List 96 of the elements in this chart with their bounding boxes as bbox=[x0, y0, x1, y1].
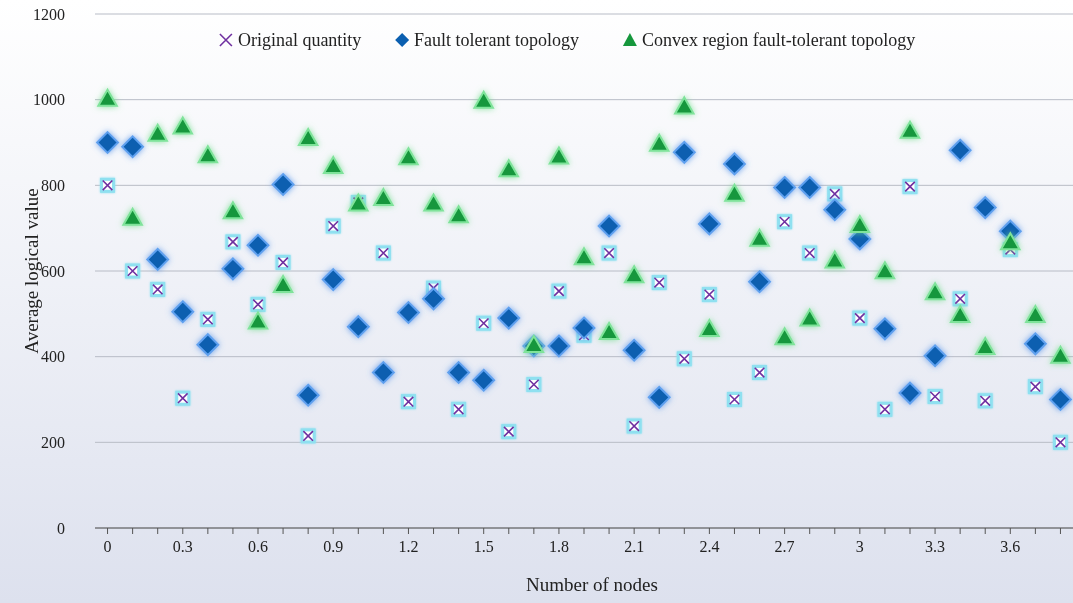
point bbox=[723, 152, 746, 176]
x-tick-label: 0 bbox=[103, 538, 112, 555]
x-tick-label: 3 bbox=[855, 538, 864, 555]
x-tick-label: 1.2 bbox=[398, 538, 419, 555]
point bbox=[397, 301, 420, 324]
point bbox=[697, 212, 721, 236]
point bbox=[1000, 232, 1021, 251]
point bbox=[272, 274, 294, 293]
point bbox=[649, 133, 670, 152]
point bbox=[873, 317, 897, 341]
x-tick-label: 0.6 bbox=[248, 538, 268, 555]
x-axis-title: Number of nodes bbox=[526, 574, 658, 595]
point bbox=[171, 300, 195, 324]
x-tick-label: 0.3 bbox=[172, 538, 193, 555]
legend-label: Convex region fault-tolerant topology bbox=[641, 30, 916, 51]
point bbox=[296, 383, 320, 407]
point bbox=[221, 257, 245, 281]
y-tick-label: 1200 bbox=[33, 5, 65, 23]
point bbox=[975, 337, 996, 356]
point bbox=[297, 128, 319, 147]
point bbox=[948, 138, 972, 162]
point bbox=[824, 250, 845, 269]
point bbox=[122, 207, 143, 226]
point bbox=[1050, 345, 1071, 364]
point bbox=[823, 198, 847, 222]
point bbox=[923, 344, 947, 368]
point bbox=[748, 270, 771, 294]
point bbox=[196, 333, 220, 357]
y-tick-label: 1000 bbox=[33, 91, 65, 109]
point bbox=[147, 123, 168, 142]
point bbox=[497, 306, 521, 330]
point bbox=[647, 385, 671, 409]
point bbox=[749, 228, 770, 247]
point bbox=[849, 215, 871, 234]
point bbox=[398, 147, 419, 166]
point bbox=[422, 287, 445, 311]
point bbox=[222, 201, 244, 220]
point bbox=[197, 145, 219, 164]
x-tick-label: 2.1 bbox=[624, 538, 645, 555]
point bbox=[598, 322, 620, 341]
point bbox=[774, 327, 795, 346]
y-tick-label: 0 bbox=[57, 519, 65, 537]
x-tick-label: 2.7 bbox=[774, 538, 795, 555]
x-tick-label: 2.4 bbox=[699, 538, 720, 555]
y-tick-label: 600 bbox=[41, 262, 65, 280]
point bbox=[899, 120, 921, 139]
point bbox=[1049, 388, 1072, 411]
x-tick-label: 0.9 bbox=[323, 538, 344, 555]
point bbox=[572, 316, 596, 340]
point bbox=[924, 282, 946, 301]
point bbox=[672, 140, 696, 164]
point bbox=[548, 146, 570, 165]
point bbox=[423, 193, 444, 212]
point bbox=[699, 319, 720, 338]
point bbox=[247, 311, 269, 330]
point bbox=[323, 155, 344, 174]
point bbox=[622, 338, 646, 362]
point bbox=[172, 116, 193, 135]
point bbox=[724, 183, 745, 202]
point bbox=[146, 248, 170, 271]
legend-label: Original quantity bbox=[237, 30, 362, 51]
point bbox=[573, 247, 595, 266]
point bbox=[97, 88, 118, 107]
point bbox=[898, 381, 922, 405]
y-tick-label: 800 bbox=[41, 176, 65, 194]
point bbox=[321, 268, 345, 291]
y-tick-label: 200 bbox=[41, 433, 65, 451]
point bbox=[346, 315, 370, 339]
y-axis-title: Average logical value bbox=[21, 188, 42, 354]
y-tick-label: 400 bbox=[41, 348, 65, 366]
point bbox=[973, 196, 997, 220]
point bbox=[1023, 332, 1047, 356]
point bbox=[448, 205, 469, 224]
point bbox=[121, 135, 145, 159]
point bbox=[773, 176, 797, 199]
x-tick-label: 3.3 bbox=[925, 538, 946, 555]
point bbox=[674, 96, 695, 115]
point bbox=[547, 334, 571, 358]
x-tick-label: 1.8 bbox=[548, 538, 569, 555]
x-tick-label: 3.6 bbox=[1000, 538, 1021, 555]
point bbox=[799, 308, 820, 327]
point bbox=[271, 173, 295, 196]
legend-label: Fault tolerant topology bbox=[414, 30, 580, 51]
point bbox=[874, 261, 896, 280]
point bbox=[473, 90, 494, 109]
point bbox=[246, 233, 270, 257]
x-tick-label: 1.5 bbox=[473, 538, 494, 555]
point bbox=[96, 131, 119, 154]
point bbox=[623, 265, 645, 284]
point bbox=[472, 368, 496, 392]
point bbox=[447, 361, 471, 384]
point bbox=[373, 188, 394, 207]
point bbox=[798, 176, 822, 199]
point bbox=[498, 159, 519, 178]
point bbox=[371, 361, 395, 384]
point bbox=[597, 214, 621, 238]
